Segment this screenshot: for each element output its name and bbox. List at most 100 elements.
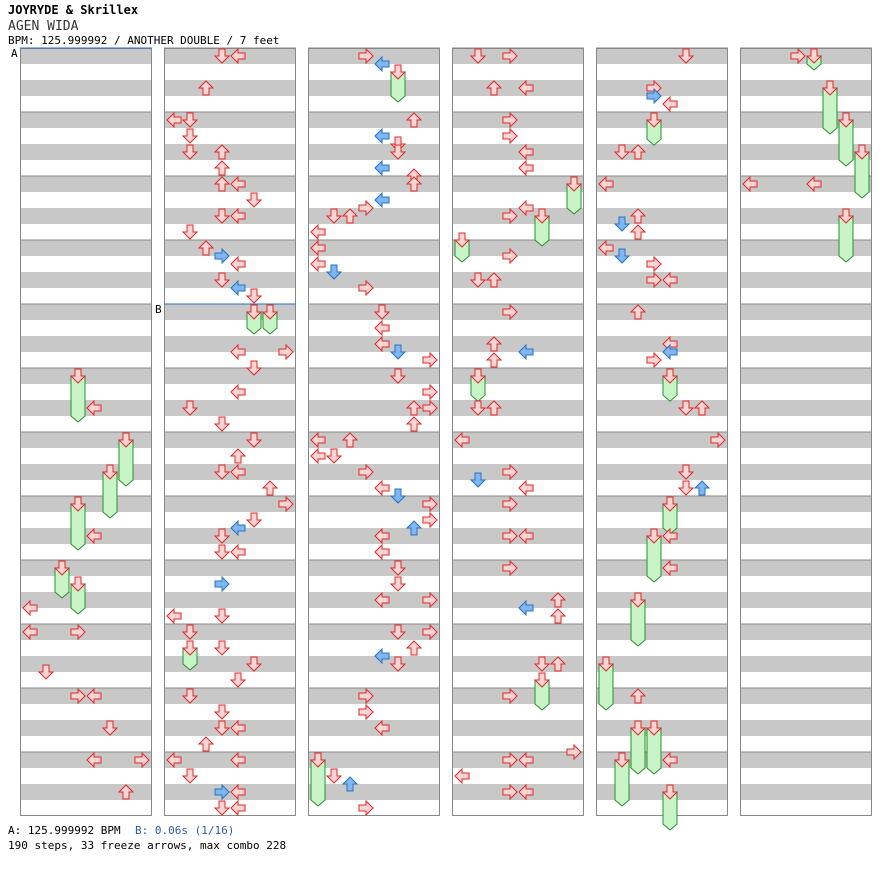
step-arrow	[389, 560, 407, 576]
freeze-arrow	[661, 496, 679, 535]
step-arrow	[325, 768, 343, 784]
step-arrow	[613, 144, 631, 160]
beat-stripe	[20, 656, 152, 672]
column-border	[596, 48, 728, 816]
freeze-arrow	[565, 176, 583, 215]
beat-stripe	[452, 720, 584, 736]
beat-stripe	[452, 176, 584, 192]
step-arrow	[422, 399, 438, 417]
beat-stripe	[308, 368, 440, 384]
step-arrow	[389, 144, 407, 160]
step-arrow	[677, 480, 695, 496]
beat-stripe	[20, 688, 152, 704]
step-arrow	[358, 47, 374, 65]
beat-stripe	[164, 720, 296, 736]
freeze-head	[533, 672, 551, 688]
step-arrow	[422, 383, 438, 401]
step-arrow	[373, 304, 391, 320]
freeze-head	[453, 232, 471, 248]
beat-stripe	[452, 560, 584, 576]
step-arrow	[485, 336, 503, 352]
freeze-arrow	[853, 144, 871, 199]
beat-stripe	[164, 336, 296, 352]
step-arrow	[197, 240, 215, 256]
step-arrow	[278, 343, 294, 361]
step-arrow	[325, 208, 343, 224]
beat-stripe	[596, 592, 728, 608]
freeze-head	[661, 496, 679, 512]
section-marker-label: B	[155, 303, 162, 316]
step-arrow	[278, 495, 294, 513]
step-arrow	[693, 400, 711, 416]
freeze-arrow	[661, 368, 679, 402]
beat-stripe	[308, 400, 440, 416]
step-arrow	[166, 607, 182, 625]
step-arrow	[230, 47, 246, 65]
freeze-arrow	[181, 640, 199, 671]
column-border	[740, 48, 872, 816]
step-arrow	[86, 751, 102, 769]
step-arrow	[389, 344, 407, 360]
beat-stripe	[164, 112, 296, 128]
beat-stripe	[740, 688, 872, 704]
beat-stripe	[20, 144, 152, 160]
step-arrow	[214, 575, 230, 593]
step-arrow	[549, 592, 567, 608]
step-arrow	[518, 343, 534, 361]
freeze-arrow	[245, 304, 263, 335]
step-arrow	[566, 743, 582, 761]
step-arrow	[261, 480, 279, 496]
step-arrow	[134, 751, 150, 769]
step-arrow	[245, 512, 263, 528]
step-arrow	[485, 272, 503, 288]
beat-stripe	[20, 368, 152, 384]
column-border	[164, 48, 296, 816]
step-arrow	[374, 335, 390, 353]
step-arrow	[181, 624, 199, 640]
step-arrow	[213, 176, 231, 192]
step-arrow	[166, 111, 182, 129]
step-arrow	[374, 191, 390, 209]
beat-stripe	[308, 656, 440, 672]
beat-stripe	[740, 176, 872, 192]
step-arrow	[662, 751, 678, 769]
beat-stripe	[452, 144, 584, 160]
step-arrow	[374, 55, 390, 73]
beat-stripe	[308, 752, 440, 768]
beat-stripe	[596, 272, 728, 288]
beat-stripe	[740, 48, 872, 64]
bpm-a-label: A: 125.999992 BPM	[8, 824, 121, 837]
step-arrow	[181, 224, 199, 240]
beat-stripe	[164, 528, 296, 544]
beat-stripe	[452, 624, 584, 640]
freeze-head	[533, 208, 551, 224]
beat-stripe	[20, 560, 152, 576]
beat-stripe	[308, 720, 440, 736]
beat-stripe	[20, 80, 152, 96]
step-arrow	[374, 647, 390, 665]
beat-stripe	[164, 752, 296, 768]
beat-stripe	[740, 624, 872, 640]
beat-stripe	[164, 272, 296, 288]
step-arrow	[742, 175, 758, 193]
beat-stripe	[452, 240, 584, 256]
step-arrow	[181, 688, 199, 704]
step-arrow	[502, 463, 518, 481]
step-arrow	[310, 431, 326, 449]
step-arrow	[662, 271, 678, 289]
beat-stripe	[452, 336, 584, 352]
beat-stripe	[596, 400, 728, 416]
freeze-head	[853, 144, 871, 160]
beat-stripe	[164, 784, 296, 800]
freeze-head	[261, 304, 279, 320]
step-arrow	[629, 688, 647, 704]
step-arrow	[518, 751, 534, 769]
step-arrow	[374, 159, 390, 177]
beat-stripe	[740, 336, 872, 352]
step-arrow	[341, 776, 359, 792]
step-arrow	[454, 767, 470, 785]
step-arrow	[197, 80, 215, 96]
beat-stripe	[20, 624, 152, 640]
step-arrow	[374, 479, 390, 497]
